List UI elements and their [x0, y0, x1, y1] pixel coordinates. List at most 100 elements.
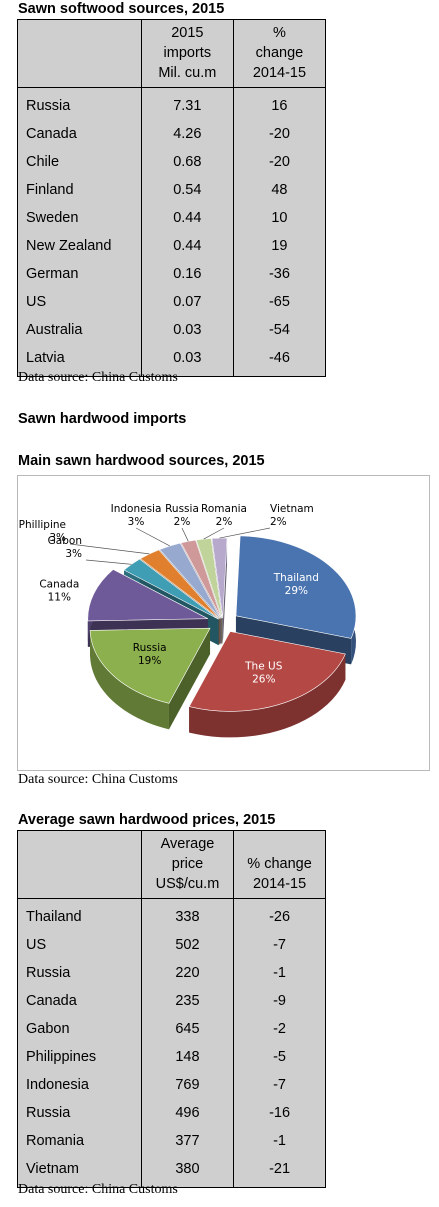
pie-slice-value: 19% — [138, 655, 161, 667]
prices-price-value: 502 — [175, 937, 200, 953]
prices-change-column: -26 -7 -1 -9 -2 -5 -7 -16 -1 -21 — [233, 898, 326, 1188]
pie-leader-line — [69, 543, 150, 555]
pie-slice-edge — [189, 654, 346, 738]
pie-slice-value: 2% — [270, 516, 287, 528]
prices-price-value: 380 — [175, 1161, 200, 1177]
prices-header-change: % change 2014-15 — [233, 830, 326, 899]
softwood-imports-value: 0.44 — [173, 238, 202, 254]
pie-slice-value: 2% — [174, 516, 191, 528]
softwood-imports-value: 7.31 — [173, 98, 202, 114]
prices-change-value: -1 — [273, 965, 286, 981]
pie-slice — [195, 538, 223, 619]
softwood-imports-column: 7.31 4.26 0.68 0.54 0.44 0.44 0.16 0.07 … — [140, 87, 234, 377]
softwood-change-value: -46 — [268, 350, 290, 366]
softwood-imports-value: 0.44 — [173, 210, 202, 226]
prices-header-change-line: % change — [247, 856, 312, 872]
softwood-change-value: 48 — [271, 182, 288, 198]
prices-country: Romania — [26, 1133, 85, 1149]
softwood-imports-value: 0.03 — [173, 350, 202, 366]
prices-price-value: 377 — [175, 1133, 200, 1149]
pie-slice — [139, 549, 220, 620]
prices-change-value: -5 — [273, 1049, 286, 1065]
softwood-title: Sawn softwood sources, 2015 — [18, 1, 225, 17]
softwood-change-value: -54 — [268, 322, 290, 338]
prices-change-value: -7 — [273, 1077, 286, 1093]
pie-slice-label: Indonesia — [111, 503, 162, 515]
pie-slice — [188, 631, 346, 712]
softwood-country: Sweden — [26, 210, 79, 226]
softwood-imports-value: 0.16 — [173, 266, 202, 282]
prices-change-value: -26 — [269, 909, 291, 925]
softwood-change-value: 10 — [271, 210, 288, 226]
softwood-country: Australia — [26, 322, 83, 338]
pie-slice-label: Gabon — [48, 535, 82, 547]
pie-slice-value: 3% — [49, 532, 66, 544]
prices-price-value: 220 — [175, 965, 200, 981]
softwood-country: US — [26, 294, 47, 310]
softwood-header-country — [17, 19, 142, 88]
pie-leader-line — [135, 527, 170, 547]
prices-change-value: -21 — [269, 1161, 291, 1177]
pie-slice-label: Phillipine — [19, 519, 66, 531]
pie-leader-line — [181, 527, 189, 542]
prices-header-change-line: 2014-15 — [252, 876, 307, 892]
pie-slice — [180, 539, 222, 619]
softwood-country: Chile — [26, 154, 60, 170]
softwood-country: Canada — [26, 126, 77, 142]
pie-slice-label: Thailand — [273, 572, 319, 584]
prices-change-value: -1 — [273, 1133, 286, 1149]
hardwood-section-title: Sawn hardwood imports — [18, 411, 187, 427]
prices-country: US — [26, 937, 47, 953]
prices-header-country — [17, 830, 142, 899]
softwood-table: 2015 imports Mil. cu.m % change 2014-15 … — [17, 19, 327, 377]
pie-slice — [89, 627, 211, 704]
prices-table: Average price US$/cu.m % change 2014-15 … — [17, 830, 326, 1188]
softwood-change-value: -36 — [268, 266, 290, 282]
prices-change-value: -2 — [273, 1021, 286, 1037]
prices-price-value: 148 — [175, 1049, 200, 1065]
prices-price-value: 645 — [175, 1021, 200, 1037]
prices-change-value: -16 — [269, 1105, 291, 1121]
softwood-header-change-line: % — [272, 25, 286, 41]
pie-slice-value: 29% — [285, 585, 308, 597]
softwood-country: Russia — [26, 98, 71, 114]
softwood-header-row: 2015 imports Mil. cu.m % change 2014-15 — [17, 19, 327, 88]
pie-slice-value: 3% — [65, 548, 82, 560]
prices-country: Thailand — [26, 909, 82, 925]
pie-chart-title: Main sawn hardwood sources, 2015 — [18, 453, 265, 469]
prices-country: Canada — [26, 993, 77, 1009]
pie-slice-wall — [222, 538, 228, 645]
pie-leader-line — [85, 559, 132, 565]
softwood-source: Data source: China Customs — [18, 370, 178, 385]
softwood-change-value: -20 — [268, 154, 290, 170]
prices-country: Russia — [26, 1105, 71, 1121]
pie-slice-value: 3% — [128, 516, 145, 528]
softwood-header-imports-line: Mil. cu.m — [158, 65, 217, 81]
pie-slice-label: Russia — [165, 503, 199, 515]
prices-header-price-line: US$/cu.m — [155, 876, 220, 892]
softwood-imports-value: 0.03 — [173, 322, 202, 338]
pie-slice-label: Romania — [201, 503, 247, 515]
pie-tops — [87, 535, 357, 712]
pie-slice-value: 11% — [48, 591, 71, 603]
pie-chart-frame: Thailand 29% The US 26% Russia 19% Canada 11% Ga… — [17, 475, 430, 771]
prices-source: Data source: China Customs — [18, 1182, 178, 1197]
softwood-country-column: Russia Canada Chile Finland Sweden New Z… — [17, 87, 142, 377]
prices-country: Vietnam — [26, 1161, 79, 1177]
pie-slice-value: 2% — [216, 516, 233, 528]
prices-country-column: Thailand US Russia Canada Gabon Philippi… — [17, 898, 142, 1188]
softwood-header-change-line: change — [255, 45, 304, 61]
prices-price-column: 338 502 220 235 645 148 769 496 377 380 — [140, 898, 235, 1188]
pie-slice-label: The US — [244, 661, 283, 673]
prices-price-value: 338 — [175, 909, 200, 925]
softwood-country: German — [26, 266, 79, 282]
pie-slice — [87, 569, 208, 622]
softwood-imports-value: 0.68 — [173, 154, 202, 170]
softwood-imports-value: 0.07 — [173, 294, 202, 310]
softwood-country: Finland — [26, 182, 74, 198]
prices-body: Thailand US Russia Canada Gabon Philippi… — [17, 898, 326, 1188]
softwood-body: Russia Canada Chile Finland Sweden New Z… — [17, 87, 327, 377]
pie-leader-line — [203, 527, 225, 540]
